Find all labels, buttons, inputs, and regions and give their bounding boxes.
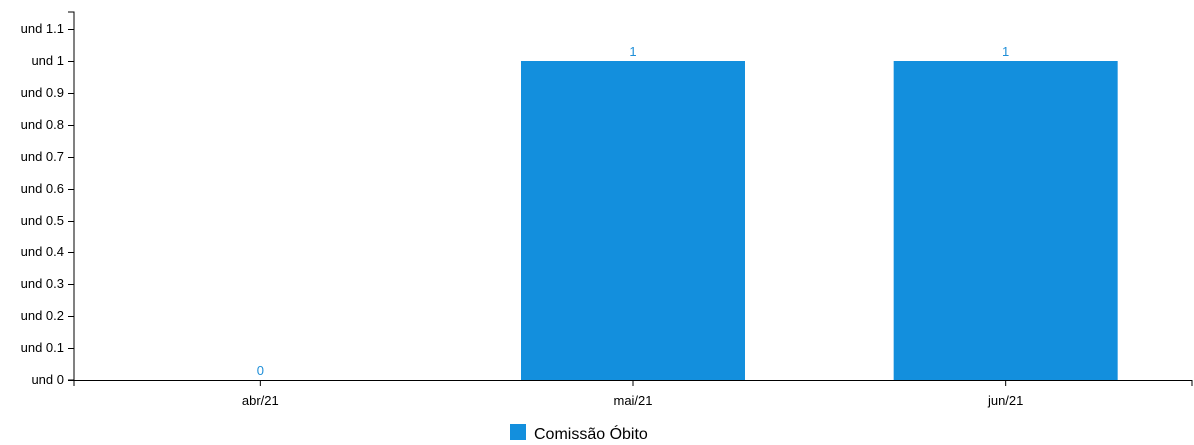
legend-swatch bbox=[510, 424, 526, 440]
x-tick-label: mai/21 bbox=[613, 393, 652, 408]
legend[interactable]: Comissão Óbito bbox=[510, 424, 648, 443]
y-tick-label: und 0.6 bbox=[21, 181, 64, 196]
data-labels: 0 1 1 bbox=[257, 44, 1010, 378]
y-tick-label: und 0.1 bbox=[21, 340, 64, 355]
y-tick-label: und 0.8 bbox=[21, 117, 64, 132]
y-axis: und 0 und 0.1 und 0.2 und 0.3 und 0.4 und 0.5… bbox=[21, 11, 75, 387]
data-label: 1 bbox=[629, 44, 636, 59]
data-label: 0 bbox=[257, 363, 264, 378]
x-axis: abr/21 mai/21 jun/21 bbox=[73, 380, 1193, 408]
bar[interactable] bbox=[893, 61, 1118, 380]
y-tick-label: und 0.2 bbox=[21, 308, 64, 323]
x-tick-label: abr/21 bbox=[242, 393, 279, 408]
y-tick-label: und 0.5 bbox=[21, 213, 64, 228]
legend-label: Comissão Óbito bbox=[534, 424, 648, 443]
y-tick-label: und 0.7 bbox=[21, 149, 64, 164]
y-axis-line bbox=[68, 11, 75, 381]
y-tick-label: und 0.3 bbox=[21, 276, 64, 291]
y-tick-label: und 1 bbox=[31, 53, 64, 68]
y-tick-label: und 0 bbox=[31, 372, 64, 387]
x-tick-label: jun/21 bbox=[987, 393, 1023, 408]
bars bbox=[521, 61, 1118, 380]
y-tick-label: und 0.9 bbox=[21, 85, 64, 100]
data-label: 1 bbox=[1002, 44, 1009, 59]
y-tick-label: und 1.1 bbox=[21, 21, 64, 36]
bar[interactable] bbox=[521, 61, 745, 380]
y-tick-label: und 0.4 bbox=[21, 244, 64, 259]
